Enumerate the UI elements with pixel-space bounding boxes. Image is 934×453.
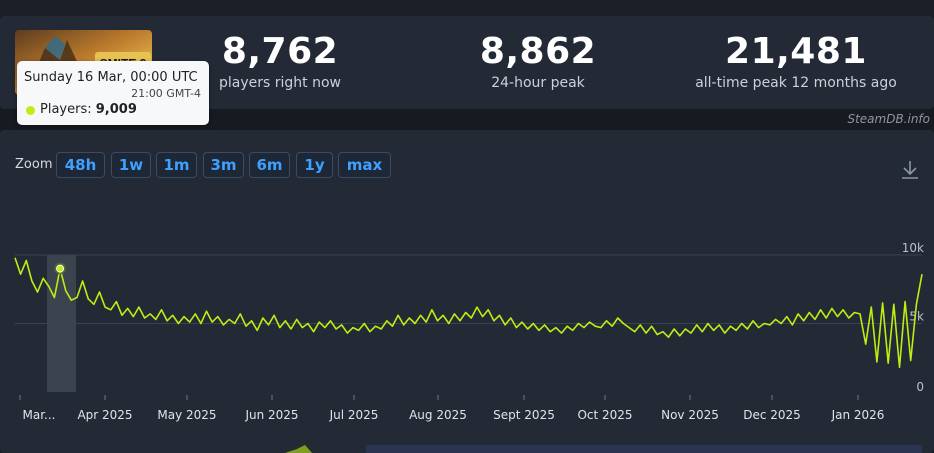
tooltip-series-marker <box>26 106 35 115</box>
y-tick-label: 0 <box>916 380 924 394</box>
tooltip-value: 9,009 <box>95 102 137 117</box>
chart-tooltip: Sunday 16 Mar, 00:00 UTC 21:00 GMT-4 Pla… <box>17 61 209 125</box>
y-tick-label: 5k <box>909 310 924 324</box>
zoom-button-max[interactable]: max <box>338 152 391 178</box>
x-tick-label: May 2025 <box>157 408 216 422</box>
chart-grid <box>15 254 922 324</box>
tooltip-date: Sunday 16 Mar, 00:00 UTC <box>24 70 198 85</box>
stat-current-players: 8,762 players right now <box>190 30 370 92</box>
x-tick-label: Jan 2026 <box>831 408 885 422</box>
tooltip-players: Players: 9,009 <box>40 102 137 117</box>
y-axis: 0 5k 10k <box>902 241 924 394</box>
zoom-button-6m[interactable]: 6m <box>249 152 290 178</box>
zoom-button-3m[interactable]: 3m <box>203 152 244 178</box>
current-players-value: 8,762 <box>221 31 339 72</box>
stat-24h-peak: 8,862 24-hour peak <box>448 30 628 92</box>
zoom-button-1m[interactable]: 1m <box>156 152 197 178</box>
x-tick-label: Nov 2025 <box>661 408 719 422</box>
x-tick-label: Mar... <box>23 408 56 422</box>
x-tick-label: Oct 2025 <box>577 408 632 422</box>
navigator-selected[interactable] <box>366 445 922 453</box>
zoom-label: Zoom <box>15 157 53 172</box>
zoom-button-48h[interactable]: 48h <box>56 152 105 178</box>
zoom-button-1w[interactable]: 1w <box>111 152 151 178</box>
navigator-spike <box>285 445 312 453</box>
tooltip-local-time: 21:00 GMT-4 <box>131 87 201 100</box>
player-series <box>14 257 923 369</box>
hover-point[interactable] <box>56 264 65 273</box>
navigator-unselected <box>15 445 366 453</box>
y-tick-label: 10k <box>902 241 924 255</box>
navigator[interactable] <box>15 445 922 453</box>
alltime-peak-value: 21,481 <box>725 31 867 72</box>
x-tick-label: Dec 2025 <box>743 408 801 422</box>
x-axis: Mar... Apr 2025 May 2025 Jun 2025 Jul 2025 Au… <box>19 395 885 422</box>
peak-24h-label: 24-hour peak <box>491 75 585 91</box>
x-tick-label: Jun 2025 <box>244 408 298 422</box>
download-icon[interactable] <box>898 158 922 182</box>
x-tick-label: Aug 2025 <box>409 408 467 422</box>
chart-panel: Zoom 48h 1w 1m 3m 6m 1y max <box>0 130 934 453</box>
tooltip-series-label: Players: <box>40 102 92 117</box>
hover-band <box>47 255 76 392</box>
current-players-label: players right now <box>219 75 341 91</box>
x-tick-label: Sept 2025 <box>493 408 555 422</box>
alltime-peak-label: all-time peak 12 months ago <box>695 75 897 91</box>
zoom-button-1y[interactable]: 1y <box>296 152 333 178</box>
credit-link[interactable]: SteamDB.info <box>847 112 930 126</box>
x-tick-label: Apr 2025 <box>77 408 132 422</box>
series-line <box>14 257 923 369</box>
stat-alltime-peak: 21,481 all-time peak 12 months ago <box>686 30 906 92</box>
top-strip <box>0 0 934 16</box>
peak-24h-value: 8,862 <box>479 31 597 72</box>
x-tick-label: Jul 2025 <box>329 408 379 422</box>
